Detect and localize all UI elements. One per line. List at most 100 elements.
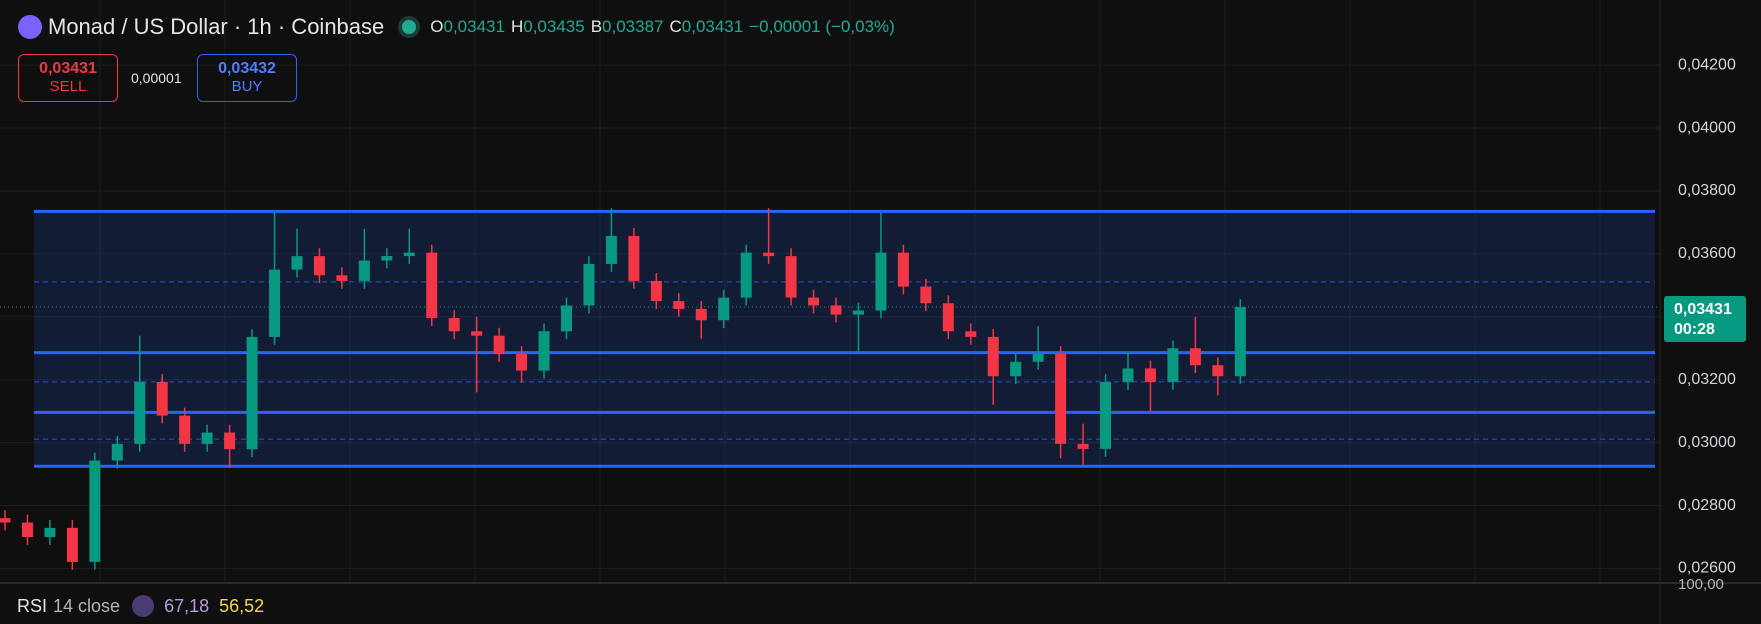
candle-body <box>1234 307 1246 377</box>
y-tick-label: 0,03600 <box>1678 245 1736 262</box>
candle-body <box>66 527 78 562</box>
candle-body <box>224 432 236 450</box>
candle-body <box>269 269 281 337</box>
candle-body <box>381 256 393 261</box>
sell-label: SELL <box>49 78 87 95</box>
symbol-logo <box>18 15 42 39</box>
candle-body <box>358 260 370 281</box>
sell-button[interactable]: 0,03431 SELL <box>18 54 118 102</box>
candle-body <box>942 303 954 332</box>
ohlc-value: 0,03435 <box>523 17 585 36</box>
range-box <box>34 211 1655 467</box>
candle-body <box>89 460 101 562</box>
candle-body <box>336 275 348 281</box>
candle-body <box>179 415 191 444</box>
buy-price: 0,03432 <box>218 60 276 77</box>
candle-body <box>1189 348 1201 366</box>
candle-body <box>1010 361 1022 377</box>
candle-body <box>897 252 909 287</box>
candle-body <box>875 252 887 311</box>
candle-body <box>673 301 685 309</box>
candle-body <box>830 305 842 315</box>
price-tag-countdown: 00:28 <box>1674 321 1715 338</box>
candle-body <box>448 318 460 332</box>
candle-body <box>987 336 999 377</box>
candle-body <box>493 335 505 354</box>
candle-body <box>1032 353 1044 362</box>
rsi-axis-label: 100,00 <box>1678 576 1724 593</box>
candle-body <box>1212 365 1224 377</box>
candle-body <box>516 353 528 371</box>
price-tag: 0,03431 00:28 <box>1664 296 1746 342</box>
y-tick-label: 0,02800 <box>1678 497 1736 514</box>
candle-body <box>852 310 864 315</box>
candle-body <box>1055 353 1067 444</box>
candle-body <box>111 443 123 461</box>
ohlc-key: O <box>430 17 444 36</box>
candle-body <box>1077 443 1089 449</box>
rsi-icon[interactable] <box>132 595 155 617</box>
ohlc-high: H0,03435 <box>511 17 585 37</box>
price-tag-value: 0,03431 <box>1674 301 1732 318</box>
rsi-params: 14 close <box>53 595 121 616</box>
y-tick-label: 0,03000 <box>1678 434 1736 451</box>
spread: 0,00001 <box>131 70 182 86</box>
ohlc-open: O0,03431 <box>430 17 505 37</box>
candle-body <box>583 263 595 306</box>
candle-body <box>44 527 56 538</box>
price-change: −0,00001 (−0,03%) <box>749 17 895 36</box>
candle-body <box>965 331 977 337</box>
candle-body <box>538 331 550 371</box>
candle-body <box>920 286 932 304</box>
ohlc-value: 0,03431 <box>443 17 505 36</box>
candle-body <box>246 336 258 450</box>
candle-body <box>763 252 775 257</box>
y-tick-label: 0,03200 <box>1678 371 1736 388</box>
rsi-value: 67,18 <box>164 595 210 616</box>
ohlc-value: 0,03387 <box>602 17 664 36</box>
candle-body <box>471 331 483 336</box>
ohlc-low: B0,03387 <box>591 17 664 37</box>
ohlc-close: C0,03431 <box>669 17 743 37</box>
candle-body <box>201 432 213 444</box>
ohlc-key: C <box>669 17 682 36</box>
market-status <box>402 20 417 34</box>
candle-body <box>403 252 415 257</box>
candle-body <box>718 297 730 321</box>
candle-body <box>1167 348 1179 382</box>
candle-body <box>808 297 820 306</box>
candle-body <box>561 305 572 332</box>
symbol-title: Monad / US Dollar · 1h · Coinbase <box>48 14 385 39</box>
rsi-name: RSI <box>17 595 48 616</box>
candle-body <box>21 522 33 538</box>
candle-body <box>605 235 617 264</box>
buy-label: BUY <box>231 78 263 95</box>
candle-body <box>628 235 640 281</box>
ohlc-value: 0,03431 <box>681 17 744 36</box>
candle-body <box>785 256 797 298</box>
candle-body <box>313 256 325 276</box>
rsi-legend: RSI 14 close 67,18 56,52 <box>17 595 264 617</box>
y-tick-label: 0,04200 <box>1678 56 1736 73</box>
candle-body <box>1100 381 1112 449</box>
candle-body <box>650 280 662 302</box>
candle-body <box>134 381 146 444</box>
y-tick-label: 0,02600 <box>1678 560 1736 577</box>
candle-body <box>1144 368 1156 382</box>
sell-price: 0,03431 <box>39 60 97 77</box>
candle-body <box>740 252 752 298</box>
rsi-ma-value: 56,52 <box>219 595 265 616</box>
candle-body <box>0 518 11 523</box>
ohlc-key: H <box>510 17 524 36</box>
candle-body <box>426 252 438 319</box>
candle-body <box>291 256 303 270</box>
y-tick-label: 0,04000 <box>1678 119 1736 136</box>
y-tick-label: 0,03800 <box>1678 182 1736 199</box>
candle-body <box>156 381 168 416</box>
candle-body <box>695 308 707 321</box>
ohlc-key: B <box>590 17 603 36</box>
buy-button[interactable]: 0,03432 BUY <box>197 54 297 102</box>
symbol-header: Monad / US Dollar · 1h · Coinbase O0,034… <box>18 14 895 40</box>
